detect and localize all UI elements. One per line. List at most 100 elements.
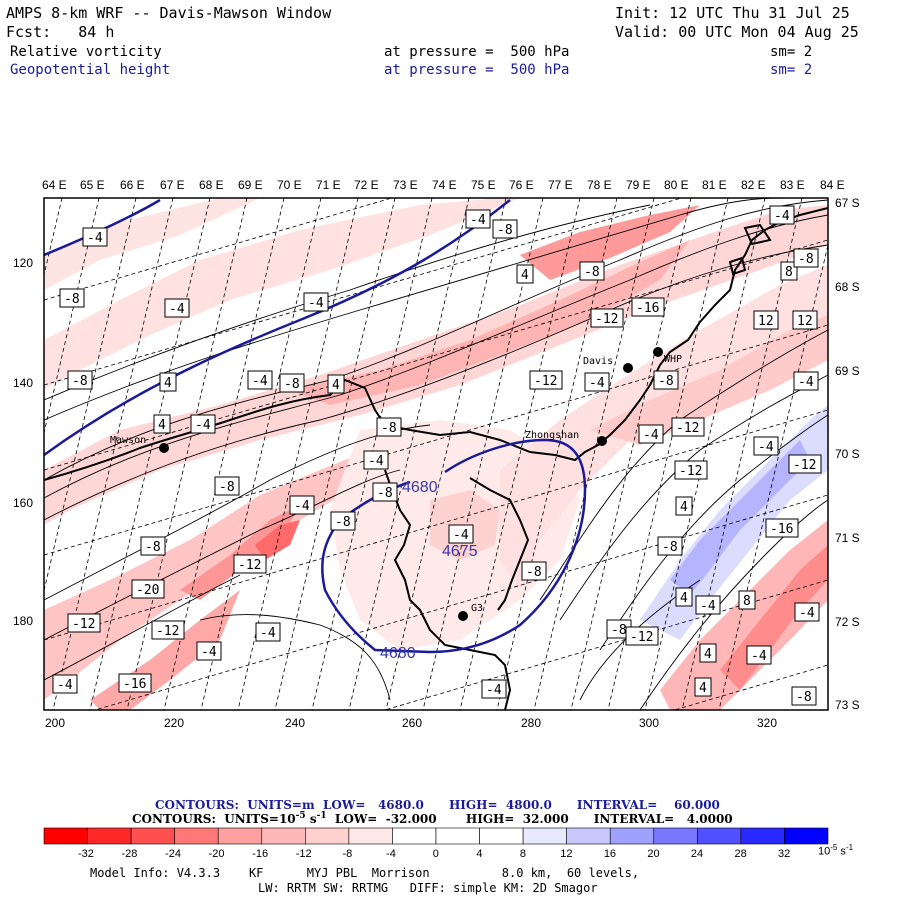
lon-label: 78 E (587, 178, 612, 192)
svg-text:-8: -8 (145, 540, 161, 555)
map-plot-area (44, 198, 828, 710)
colorbar-swatch (348, 827, 393, 845)
vorticity-label: -8 (214, 476, 240, 496)
vorticity-label: -4 (190, 414, 216, 434)
svg-text:4: 4 (680, 500, 688, 515)
colorbar-tick: -28 (122, 848, 138, 860)
svg-text:-4: -4 (260, 626, 276, 641)
vorticity-label: 8 (738, 590, 756, 610)
vorticity-label: 12 (753, 310, 779, 330)
svg-text:4: 4 (704, 647, 712, 662)
station-g3: G3 (458, 603, 483, 621)
colorbar-swatch (479, 827, 524, 845)
svg-text:-12: -12 (676, 421, 699, 436)
vorticity-label: -8 (657, 536, 683, 556)
svg-text:-12: -12 (793, 458, 816, 473)
vorticity-label: -4 (481, 679, 507, 699)
svg-text:-4: -4 (470, 213, 486, 228)
colorbar-swatch (784, 827, 829, 845)
colorbar-tick: 16 (604, 848, 616, 860)
colorbar-unit: 10-5 s-1 (818, 843, 853, 858)
vorticity-label: -12 (671, 417, 705, 437)
x-grid-label: 280 (521, 716, 541, 730)
svg-text:-4: -4 (486, 683, 502, 698)
svg-text:-8: -8 (381, 421, 397, 436)
vorticity-label: 4 (675, 587, 693, 607)
svg-text:-8: -8 (798, 252, 814, 267)
x-grid-label: 300 (639, 716, 659, 730)
y-grid-label: 120 (13, 256, 33, 270)
lon-label: 80 E (664, 178, 689, 192)
vorticity-label: -4 (289, 495, 315, 515)
lat-label: 71 S (835, 531, 860, 545)
colorbar-tick: -16 (252, 848, 268, 860)
vorticity-label: -4 (695, 595, 721, 615)
svg-text:-4: -4 (57, 678, 73, 693)
lon-label: 71 E (316, 178, 341, 192)
svg-text:-8: -8 (64, 292, 80, 307)
vorticity-label: -12 (233, 554, 267, 574)
x-grid-label: 260 (402, 716, 422, 730)
field2-name: Geopotential height (10, 62, 171, 78)
vorticity-label: -8 (372, 482, 398, 502)
x-grid-label: 240 (285, 716, 305, 730)
map-title: AMPS 8-km WRF -- Davis-Mawson Window (6, 4, 332, 22)
svg-text:Davis: Davis (583, 356, 613, 367)
svg-text:-12: -12 (238, 558, 261, 573)
lon-label: 66 E (120, 178, 145, 192)
valid-time: Valid: 00 UTC Mon 04 Aug 25 (615, 23, 859, 41)
vorticity-label: 4 (675, 496, 693, 516)
vorticity-label: -4 (638, 424, 664, 444)
colorbar: -32 -28 -24 -20 -16 -12 -8 -4 0 4 8 12 16 20 24 28 32 (43, 827, 829, 860)
vorticity-label: -8 (279, 373, 305, 393)
svg-text:-8: -8 (662, 540, 678, 555)
y-grid-label: 180 (13, 614, 33, 628)
vorticity-label: -4 (793, 371, 819, 391)
svg-text:-4: -4 (195, 418, 211, 433)
svg-text:-8: -8 (584, 265, 600, 280)
svg-text:4: 4 (164, 376, 172, 391)
vorticity-label: -4 (82, 227, 108, 247)
svg-text:-12: -12 (630, 630, 653, 645)
svg-text:4: 4 (521, 268, 529, 283)
vorticity-label: -16 (631, 297, 665, 317)
svg-text:4: 4 (332, 378, 340, 393)
y-grid-label: 140 (13, 376, 33, 390)
colorbar-swatch (697, 827, 742, 845)
svg-text:4: 4 (158, 418, 166, 433)
vorticity-label: -8 (791, 686, 817, 706)
lon-label: 64 E (42, 178, 67, 192)
lat-label: 70 S (835, 447, 860, 461)
vorticity-label: -8 (140, 536, 166, 556)
colorbar-swatch (130, 827, 175, 845)
vorticity-label: -8 (606, 619, 632, 639)
station-markers: Mawson Davis WHP Zhongshan G3 (110, 347, 682, 621)
svg-text:-4: -4 (252, 374, 268, 389)
svg-text:-12: -12 (679, 464, 702, 479)
map-frame (43, 197, 829, 711)
colorbar-tick: 12 (560, 848, 572, 860)
axis-labels: 64 E 65 E 66 E 67 E 68 E 69 E 70 E 71 E 72 E 73 E… (13, 178, 860, 730)
lat-label: 73 S (835, 698, 860, 712)
vorticity-label: 4 (159, 372, 177, 392)
colorbar-tick: -4 (386, 848, 396, 860)
vorticity-label: -4 (164, 298, 190, 318)
colorbar-swatch (522, 827, 567, 845)
svg-text:-4: -4 (87, 231, 103, 246)
vorticity-label: -4 (196, 641, 222, 661)
svg-text:-12: -12 (534, 374, 557, 389)
svg-text:-4: -4 (758, 440, 774, 455)
vorticity-label: -12 (625, 626, 659, 646)
lon-label: 69 E (238, 178, 263, 192)
vorticity-label: -12 (67, 613, 101, 633)
vort-units-sup: -5 (295, 811, 306, 821)
vorticity-label: -16 (765, 518, 799, 538)
svg-text:-4: -4 (799, 606, 815, 621)
vorticity-label: -8 (521, 561, 547, 581)
vorticity-labels: -4-8-8-4 -4-4 -844 -4-84-4-8-4-8-8-12-20-4-… (52, 205, 822, 706)
vorticity-label: 4 (327, 374, 345, 394)
vorticity-label: -12 (788, 454, 822, 474)
vorticity-label: -8 (59, 288, 85, 308)
colorbar-tick: 0 (433, 848, 439, 860)
svg-text:Zhongshan: Zhongshan (525, 430, 579, 441)
